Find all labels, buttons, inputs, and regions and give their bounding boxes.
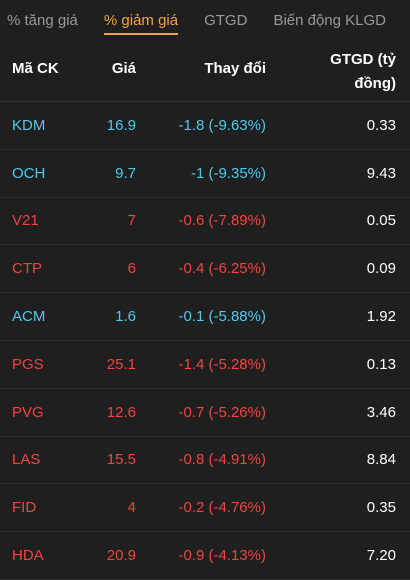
stock-price: 1.6	[115, 308, 136, 326]
stock-change: -0.4 (-6.25%)	[178, 260, 266, 278]
stock-trading-value: 0.09	[366, 260, 396, 278]
stock-symbol: ACM	[12, 308, 46, 326]
table-row[interactable]: CTP 6 -0.4 (-6.25%) 0.09	[0, 245, 410, 294]
stock-price: 25.1	[106, 355, 136, 373]
stock-symbol: KDM	[12, 116, 46, 134]
stock-trading-value: 0.35	[366, 499, 396, 517]
stock-symbol: PVG	[12, 403, 44, 421]
stock-change: -1.4 (-5.28%)	[178, 355, 266, 373]
table-row[interactable]: FID 4 -0.2 (-4.76%) 0.35	[0, 484, 410, 533]
stock-symbol: FID	[12, 499, 37, 517]
table-row[interactable]: KDM 16.9 -1.8 (-9.63%) 0.33	[0, 102, 410, 150]
header-price: Giá	[111, 60, 136, 77]
stock-symbol: LAS	[12, 451, 41, 469]
stock-change: -0.1 (-5.88%)	[178, 308, 266, 326]
table-row[interactable]: PGS 25.1 -1.4 (-5.28%) 0.13	[0, 341, 410, 389]
stock-trading-value: 9.43	[366, 164, 396, 182]
table-row[interactable]: ACM 1.6 -0.1 (-5.88%) 1.92	[0, 293, 410, 341]
header-trading-value-line2: đồng)	[354, 75, 396, 92]
header-symbol: Mã CK	[12, 60, 59, 77]
stock-trading-value: 8.84	[366, 451, 396, 469]
stock-price: 12.6	[106, 403, 136, 421]
header-change: Thay đổi	[204, 60, 266, 77]
tab-trading-value[interactable]: GTGD	[204, 11, 248, 29]
tab-top-gainers[interactable]: % tăng giá	[7, 11, 78, 29]
table-row[interactable]: PVG 12.6 -0.7 (-5.26%) 3.46	[0, 389, 410, 437]
stock-change: -1.8 (-9.63%)	[178, 116, 266, 134]
stock-price: 16.9	[106, 116, 136, 134]
header-trading-value: GTGD (tỷ đồng)	[266, 40, 410, 96]
stock-symbol: CTP	[12, 260, 42, 278]
tab-volume-change[interactable]: Biến động KLGD	[273, 11, 387, 29]
stock-trading-value: 0.05	[366, 212, 396, 230]
stock-trading-value: 7.20	[366, 547, 396, 565]
header-trading-value-line1: GTGD (tỷ	[330, 51, 396, 68]
stock-symbol: OCH	[12, 164, 46, 182]
stock-price: 4	[127, 499, 136, 517]
stock-change: -0.2 (-4.76%)	[178, 499, 266, 517]
stock-change: -0.6 (-7.89%)	[178, 212, 266, 230]
tab-bar: % tăng giá % giảm giá GTGD Biến động KLG…	[0, 0, 410, 40]
stock-symbol: V21	[12, 212, 39, 230]
table-row[interactable]: OCH 9.7 -1 (-9.35%) 9.43	[0, 150, 410, 198]
stock-change: -1 (-9.35%)	[190, 164, 266, 182]
stock-trading-value: 0.33	[366, 116, 396, 134]
stock-trading-value: 3.46	[366, 403, 396, 421]
tab-top-losers[interactable]: % giảm giá	[103, 0, 179, 40]
table-row[interactable]: LAS 15.5 -0.8 (-4.91%) 8.84	[0, 437, 410, 485]
stock-change: -0.9 (-4.13%)	[178, 547, 266, 565]
stock-symbol: PGS	[12, 355, 44, 373]
stock-list: KDM 16.9 -1.8 (-9.63%) 0.33 OCH 9.7 -1 (-9.35%…	[0, 102, 410, 580]
table-row[interactable]: V21 7 -0.6 (-7.89%) 0.05	[0, 198, 410, 246]
stock-change: -0.8 (-4.91%)	[178, 451, 266, 469]
stock-trading-value: 1.92	[366, 308, 396, 326]
stock-price: 15.5	[106, 451, 136, 469]
stock-price: 9.7	[115, 164, 136, 182]
stock-price: 20.9	[106, 547, 136, 565]
stock-trading-value: 0.13	[366, 355, 396, 373]
stock-price: 7	[127, 212, 136, 230]
stock-symbol: HDA	[12, 547, 44, 565]
stock-price: 6	[127, 260, 136, 278]
table-header: Mã CK Giá Thay đổi GTGD (tỷ đồng)	[0, 40, 410, 102]
table-row[interactable]: HDA 20.9 -0.9 (-4.13%) 7.20	[0, 532, 410, 580]
stock-change: -0.7 (-5.26%)	[178, 403, 266, 421]
